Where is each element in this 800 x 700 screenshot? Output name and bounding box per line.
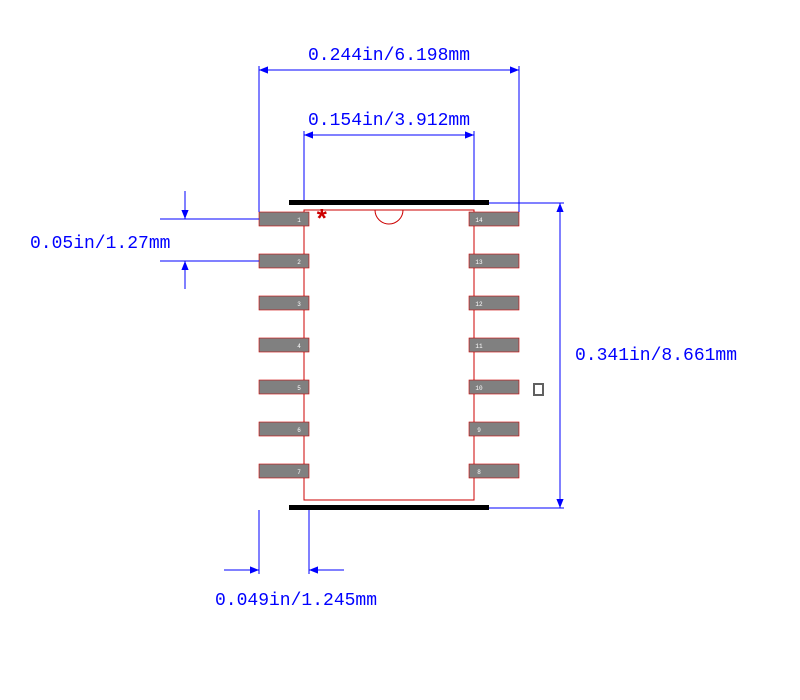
pin-label: 11: [475, 343, 483, 350]
pin1-marker: *: [314, 206, 330, 236]
pad-left: [259, 422, 309, 436]
pin-label: 10: [475, 385, 483, 392]
pin-label: 8: [477, 469, 481, 476]
pad-left: [259, 212, 309, 226]
pad-left: [259, 380, 309, 394]
dim-overall-width: 0.244in/6.198mm: [308, 46, 470, 66]
fiducial-square: [534, 384, 543, 395]
pin-label: 14: [475, 217, 483, 224]
pin-label: 5: [297, 385, 301, 392]
pin-label: 13: [475, 259, 483, 266]
dim-overall-height: 0.341in/8.661mm: [575, 346, 737, 366]
pin-label: 4: [297, 343, 301, 350]
pin-label: 7: [297, 469, 301, 476]
pin-label: 6: [297, 427, 301, 434]
pad-left: [259, 464, 309, 478]
pin-label: 1: [297, 217, 301, 224]
pad-left: [259, 296, 309, 310]
dim-body-width: 0.154in/3.912mm: [308, 111, 470, 131]
pin-label: 2: [297, 259, 301, 266]
dim-pitch: 0.05in/1.27mm: [30, 234, 170, 254]
pin-label: 9: [477, 427, 481, 434]
dim-pad-width: 0.049in/1.245mm: [215, 591, 377, 611]
pad-left: [259, 254, 309, 268]
pin-label: 12: [475, 301, 483, 308]
pin-label: 3: [297, 301, 301, 308]
ic-body: [304, 210, 474, 500]
bottom-bar: [289, 505, 489, 510]
top-bar: [289, 200, 489, 205]
pad-left: [259, 338, 309, 352]
